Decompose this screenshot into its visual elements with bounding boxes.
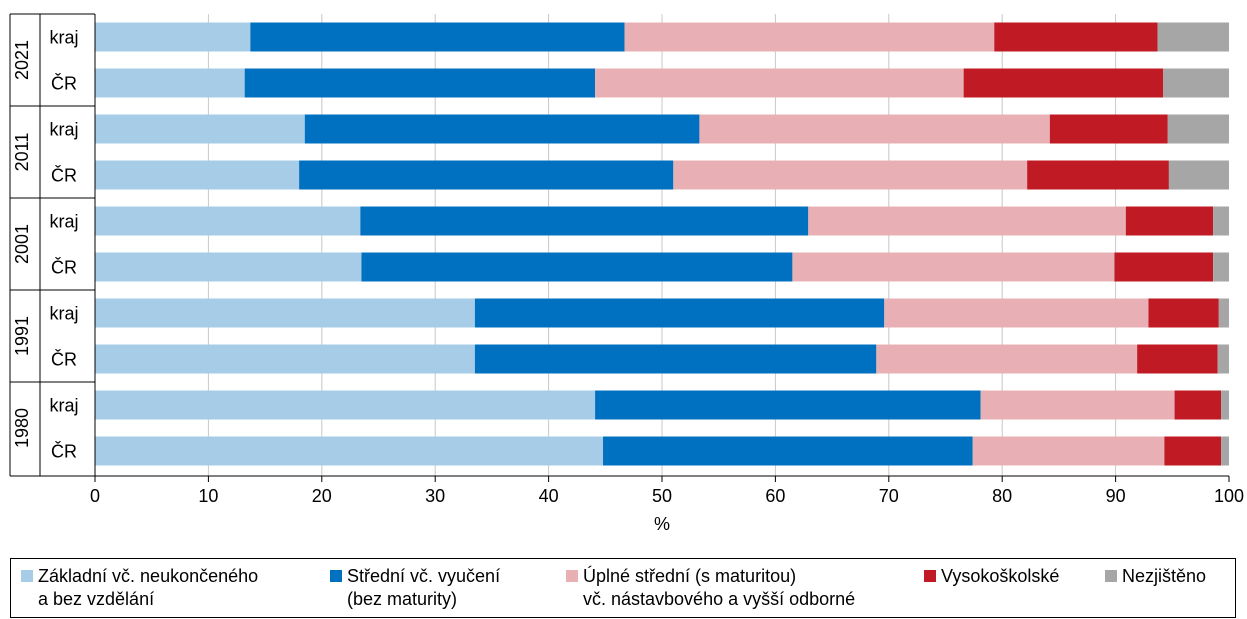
legend-label: Nezjištěno [1122, 566, 1207, 586]
bar-segment [624, 22, 995, 52]
bar-segment [1174, 390, 1222, 420]
x-tick-label: 60 [765, 486, 785, 506]
bar-segment [250, 22, 625, 52]
bar-segment [95, 436, 604, 466]
legend-swatch [330, 570, 342, 582]
legend-label: Střední vč. vyučení (bez maturity) [347, 566, 501, 609]
year-label: 2011 [12, 133, 32, 172]
bar-segment [95, 390, 596, 420]
bar-segment [972, 436, 1165, 466]
x-tick-label: 50 [652, 486, 672, 506]
x-tick-label: 30 [425, 486, 445, 506]
x-tick-label: 90 [1106, 486, 1126, 506]
bar-segment [474, 298, 885, 328]
x-axis-label: % [654, 514, 670, 534]
bar-segment [304, 114, 700, 144]
bar-segment [1137, 344, 1218, 374]
bar-segment [808, 206, 1126, 236]
row-label: ČR [51, 165, 77, 186]
bar-segment [595, 68, 964, 98]
row-label: kraj [49, 28, 78, 48]
bar-segment [1213, 252, 1229, 282]
year-label: 2001 [12, 224, 32, 264]
row-label: kraj [49, 120, 78, 140]
bar-segment [603, 436, 973, 466]
legend-label: Úplné střední (s maturitou) vč. nástavbov… [583, 566, 856, 609]
bar-segment [474, 344, 877, 374]
bar-segment [673, 160, 1028, 190]
bar-segment [1049, 114, 1168, 144]
bar-segment [361, 252, 793, 282]
row-label: kraj [49, 212, 78, 232]
legend-label: Vysokoškolské [941, 566, 1060, 586]
row-label: ČR [51, 257, 77, 278]
bar-segment [1125, 206, 1214, 236]
x-tick-label: 40 [539, 486, 559, 506]
legend-swatch [1105, 570, 1117, 582]
x-tick-label: 70 [879, 486, 899, 506]
bar-segment [1213, 206, 1229, 236]
bar-segment [1157, 22, 1229, 52]
bar-segment [1218, 298, 1229, 328]
bar-segment [1168, 160, 1229, 190]
bar-segment [244, 68, 596, 98]
x-tick-label: 100 [1214, 486, 1244, 506]
x-tick-label: 80 [992, 486, 1012, 506]
x-tick-label: 20 [312, 486, 332, 506]
bar-segment [1217, 344, 1229, 374]
bar-segment [95, 114, 305, 144]
bar-segment [1163, 68, 1229, 98]
bar-segment [95, 252, 362, 282]
bar-segment [884, 298, 1149, 328]
bar-segment [1221, 390, 1229, 420]
stacked-bar-chart: kraj ČR 2021 kraj ČR 2011 kraj ČR 2001 kraj ČR 1991… [9, 13, 1244, 534]
bar-segment [792, 252, 1115, 282]
row-label: kraj [49, 396, 78, 416]
bar-segment [1148, 298, 1219, 328]
x-tick-label: 0 [90, 486, 100, 506]
bar-segment [1221, 436, 1229, 466]
year-label: 2021 [12, 40, 32, 80]
bar-segment [994, 22, 1158, 52]
bar-segment [95, 68, 245, 98]
bar-segment [360, 206, 809, 236]
bar-segment [1164, 436, 1222, 466]
bar-segment [95, 344, 475, 374]
bar-segment [980, 390, 1175, 420]
bar-segment [1167, 114, 1229, 144]
bar-segment [876, 344, 1138, 374]
year-label: 1980 [12, 408, 32, 448]
chart-legend: Základní vč. neukončeného a bez vzdělání S… [10, 558, 1236, 618]
legend-swatch [566, 570, 578, 582]
row-label: ČR [51, 349, 77, 370]
legend-swatch [924, 570, 936, 582]
bar-segment [963, 68, 1164, 98]
bar-segment [699, 114, 1050, 144]
bar-segment [95, 206, 361, 236]
year-label: 1991 [12, 316, 32, 356]
row-label: kraj [49, 304, 78, 324]
row-label: ČR [51, 441, 77, 462]
bar-segment [95, 160, 300, 190]
x-tick-label: 10 [198, 486, 218, 506]
legend-swatch [21, 570, 33, 582]
bar-segment [95, 22, 251, 52]
bar-segment [1114, 252, 1214, 282]
legend-label: Základní vč. neukončeného a bez vzdělání [38, 566, 259, 609]
bar-segment [299, 160, 674, 190]
bar-segment [95, 298, 475, 328]
bar-segment [1027, 160, 1169, 190]
row-label: ČR [51, 73, 77, 94]
bar-segment [595, 390, 981, 420]
